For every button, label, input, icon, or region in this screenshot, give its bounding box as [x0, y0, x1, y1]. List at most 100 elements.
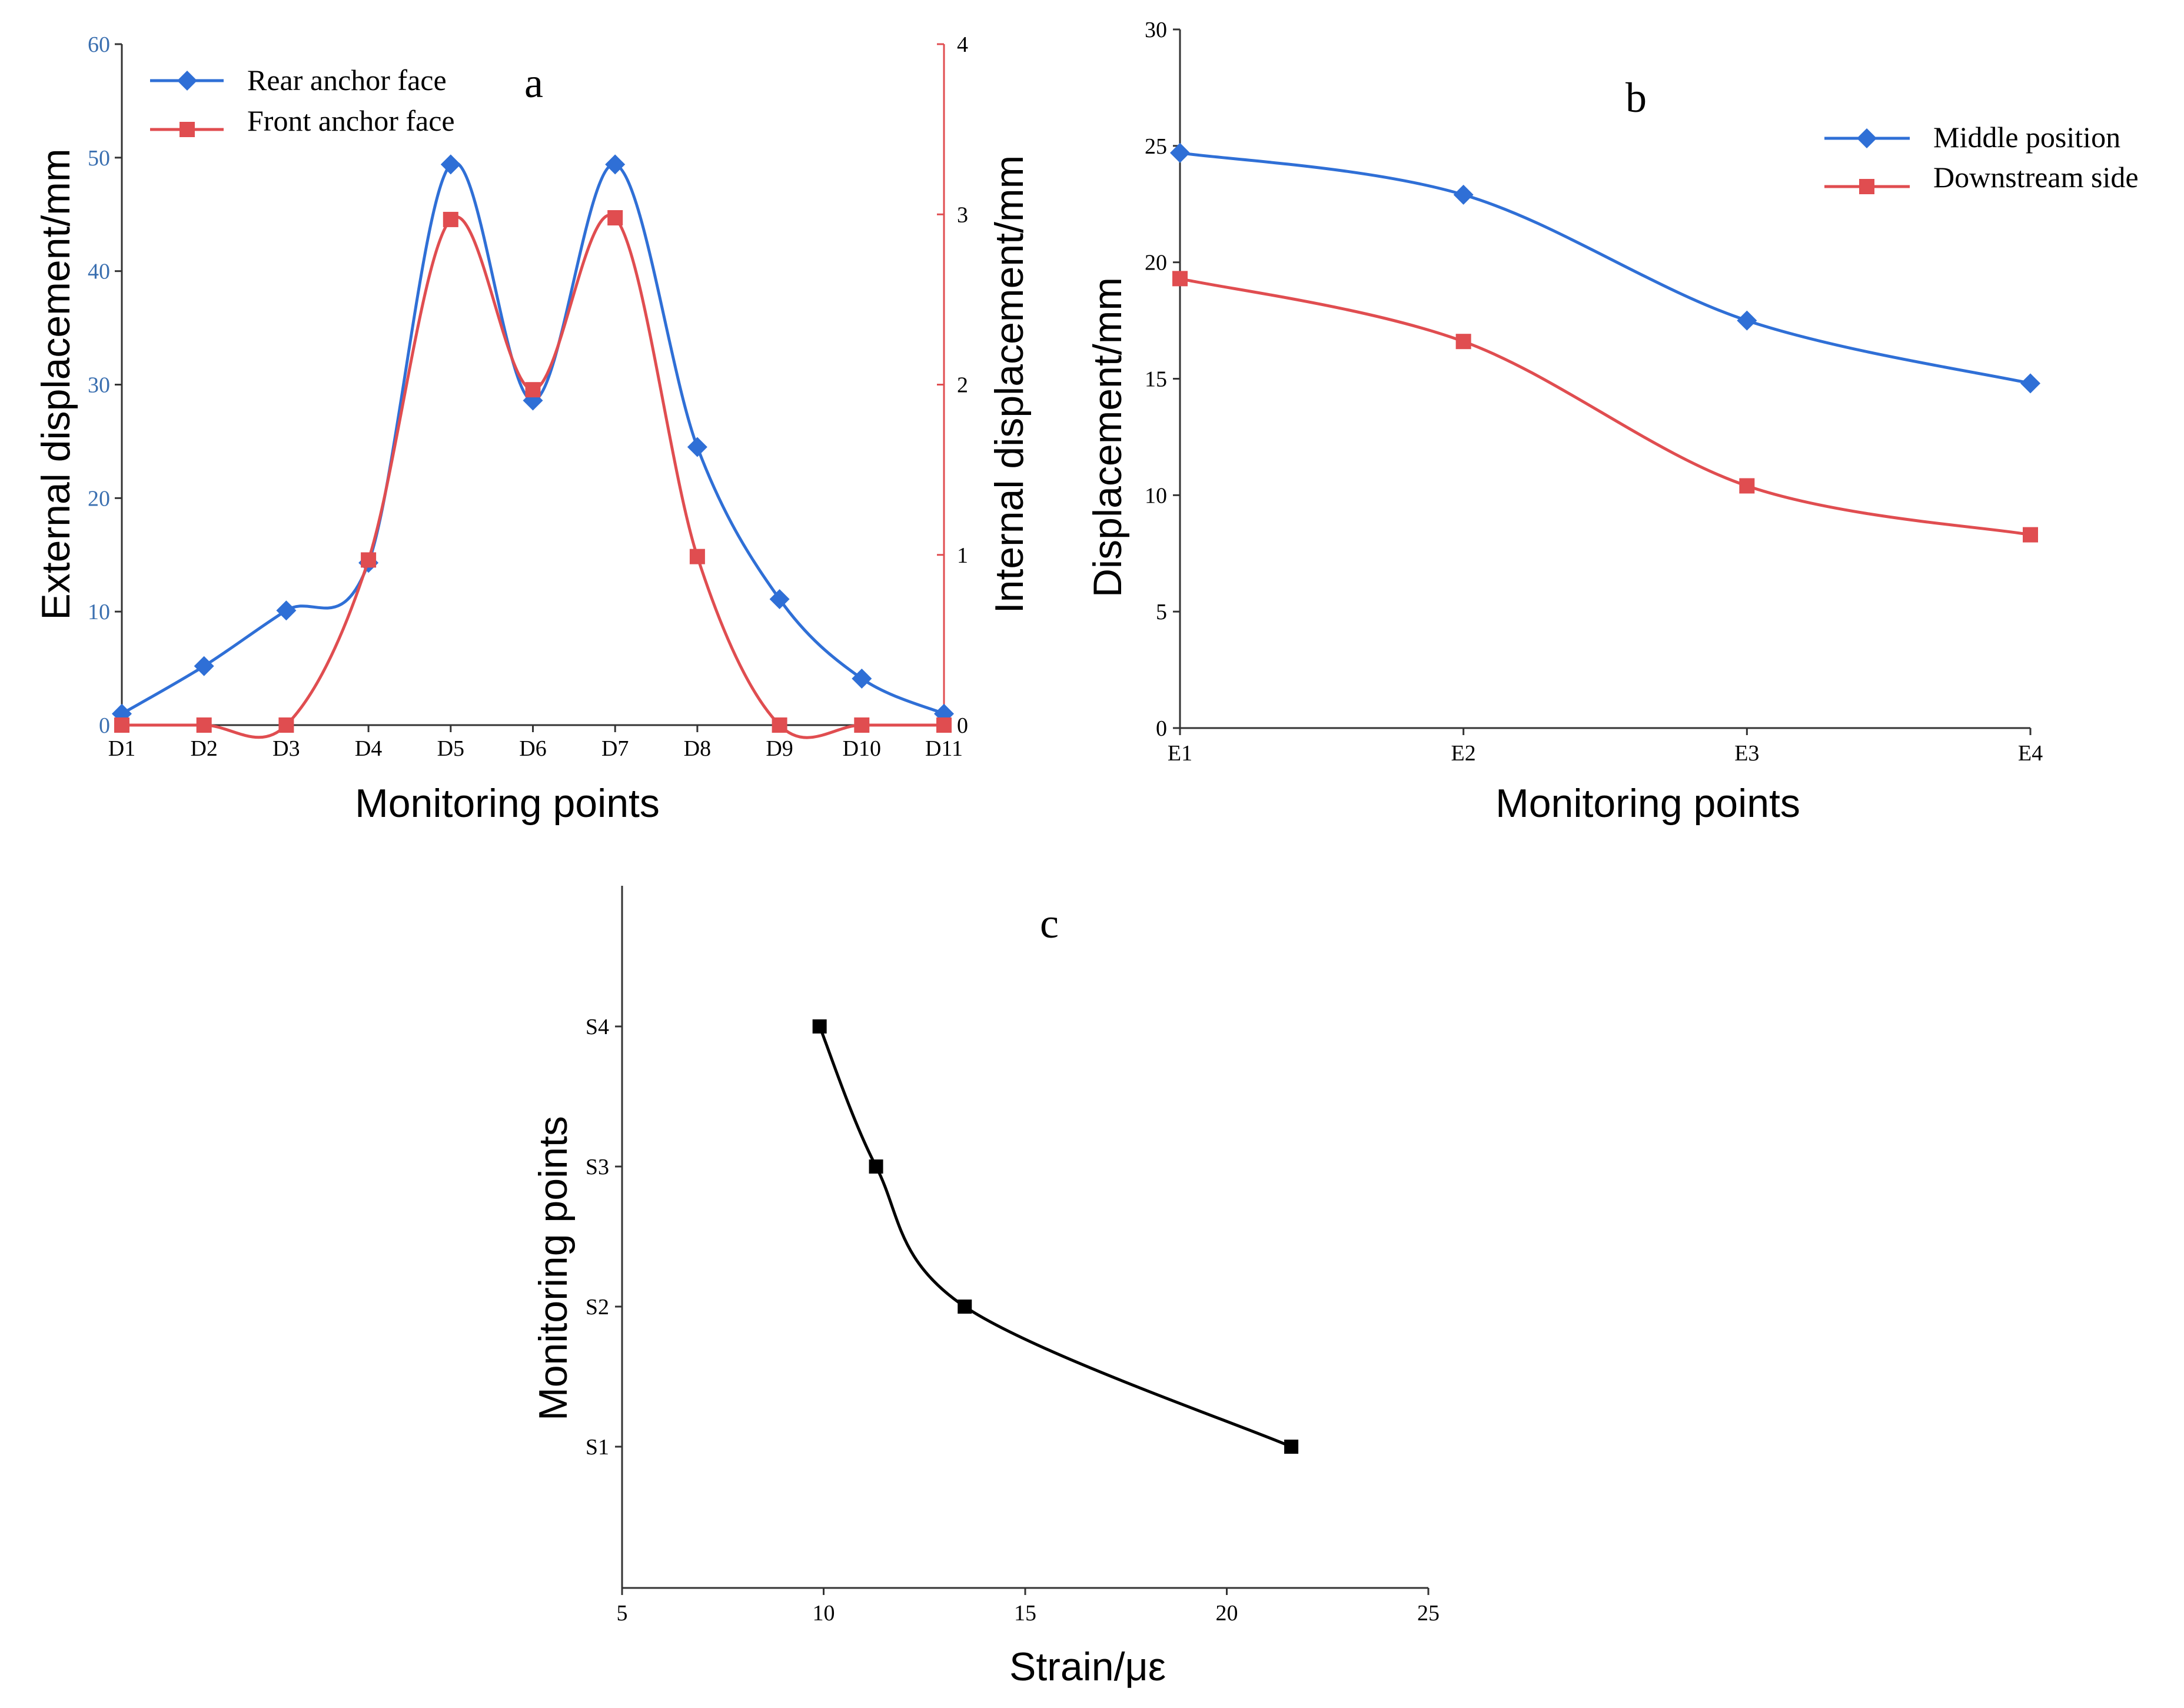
panel-a-point-front-anchor-face	[443, 211, 458, 227]
panel-a-ytick-label: 30	[88, 373, 110, 398]
panel-b-point-middle-position	[1737, 310, 1757, 331]
panel-b-point-downstream-side	[1455, 334, 1471, 350]
panel-b-chart: 0 5 10 15 20 25 30 E1 E2 E3 E4 Displacement/mm Mo…	[1085, 18, 2139, 826]
panel-b-point-middle-position	[1453, 184, 1474, 205]
panel-c-series-line	[818, 1026, 1292, 1448]
legend-item-downstream-side: Downstream side	[1824, 161, 2139, 194]
panel-a-xtick-label: D7	[601, 736, 629, 761]
panel-a-right-ticks: 0 1 2 3 4	[937, 32, 968, 738]
panel-a-xtick-label: D5	[437, 736, 464, 761]
panel-b-series-line-downstream-side	[1179, 277, 2031, 537]
panel-a-y2tick-label: 0	[957, 713, 968, 738]
panel-b-xtick-label: E3	[1734, 741, 1759, 766]
panel-a-y2label: Internal displacement/mm	[987, 155, 1032, 614]
panel-a-xtick-label: D4	[355, 736, 382, 761]
panel-b-point-downstream-side	[2023, 527, 2038, 543]
panel-b-ytick-label: 15	[1145, 367, 1167, 392]
panel-b-ytick-label: 30	[1145, 18, 1167, 42]
panel-b-ytick-label: 5	[1156, 600, 1167, 624]
panel-a-y2tick-label: 2	[957, 373, 968, 398]
panel-c-y-ticks: S1 S2 S3 S4	[586, 1015, 622, 1460]
panel-a-ylabel: External displacement/mm	[34, 148, 78, 620]
legend-marker-downstream-side	[1859, 179, 1874, 194]
panel-a-letter: a	[524, 59, 543, 107]
svg-text:Front anchor face: Front anchor face	[247, 104, 455, 137]
panel-a-point-front-anchor-face	[361, 552, 377, 568]
panel-c-xtick-label: 5	[617, 1601, 628, 1626]
panel-b-xtick-label: E2	[1451, 741, 1476, 766]
panel-b-xlabel: Monitoring points	[1495, 781, 1800, 826]
panel-a-ytick-label: 10	[88, 600, 110, 624]
legend-item-middle-position: Middle position	[1824, 121, 2120, 154]
panel-a-legend: Rear anchor face Front anchor face	[150, 64, 455, 137]
panel-b-series-line-middle-position	[1179, 151, 2031, 385]
panel-a-y2tick-label: 1	[957, 543, 968, 568]
legend-marker-rear-anchor-face	[177, 71, 197, 91]
panel-c-series	[812, 1019, 1299, 1454]
panel-a-xtick-label: D2	[190, 736, 217, 761]
panel-a-point-rear-anchor-face	[769, 589, 790, 609]
panel-a-xtick-label: D3	[272, 736, 300, 761]
svg-text:Downstream side: Downstream side	[1933, 161, 2139, 194]
panel-b-point-downstream-side	[1739, 478, 1755, 494]
panel-b-ytick-label: 20	[1145, 251, 1167, 275]
panel-a-y2tick-label: 4	[957, 32, 968, 57]
panel-c-ytick-label: S1	[586, 1435, 609, 1460]
panel-c-xtick-label: 15	[1014, 1601, 1036, 1626]
panel-a-xtick-label: D9	[766, 736, 793, 761]
panel-a-point-rear-anchor-face	[440, 154, 461, 175]
svg-text:Rear anchor face: Rear anchor face	[247, 64, 447, 97]
panel-c-point	[1284, 1440, 1299, 1454]
panel-a-point-front-anchor-face	[607, 210, 623, 226]
panel-b-ytick-label: 0	[1156, 716, 1167, 741]
panel-b-series	[1170, 142, 2040, 543]
panel-a-x-ticks: D1 D2 D3 D4 D5 D6 D7 D8 D9 D10 D11	[108, 725, 963, 761]
panel-b-ylabel: Displacement/mm	[1085, 277, 1130, 597]
panel-a-point-rear-anchor-face	[687, 437, 707, 457]
panel-c-letter: c	[1040, 900, 1059, 947]
panel-a-point-rear-anchor-face	[276, 600, 297, 621]
panel-a-point-front-anchor-face	[772, 717, 787, 733]
panel-a-point-rear-anchor-face	[605, 154, 626, 175]
panel-c-chart: 5 10 15 20 25 S1 S2 S3 S4 Monitoring points Str…	[531, 886, 1440, 1689]
panel-b-ytick-label: 25	[1145, 134, 1167, 159]
panel-a-point-front-anchor-face	[525, 382, 541, 398]
panel-a-left-ticks: 0 10 20 30 40 50 60	[88, 32, 122, 738]
panel-a-xtick-label: D6	[519, 736, 546, 761]
panel-a-xtick-label: D11	[925, 736, 963, 761]
panel-b-point-middle-position	[2020, 373, 2040, 394]
panel-b-point-downstream-side	[1172, 271, 1188, 287]
panel-b-xtick-label: E4	[2018, 741, 2043, 766]
panel-c-xtick-label: 25	[1417, 1601, 1440, 1626]
panel-c-xtick-label: 10	[813, 1601, 835, 1626]
panel-a-ytick-label: 40	[88, 260, 110, 284]
panel-a-point-front-anchor-face	[936, 717, 952, 733]
panel-b-point-middle-position	[1170, 142, 1190, 163]
panel-a-xlabel: Monitoring points	[355, 781, 660, 826]
panel-b-x-ticks: E1 E2 E3 E4	[1168, 728, 2043, 766]
panel-c-xtick-label: 20	[1216, 1601, 1238, 1626]
panel-a-xtick-label: D8	[684, 736, 711, 761]
panel-a-xtick-label: D10	[843, 736, 881, 761]
panel-a-point-front-anchor-face	[196, 717, 212, 733]
legend-item-rear-anchor-face: Rear anchor face	[150, 64, 447, 97]
panel-b-legend: Middle position Downstream side	[1824, 121, 2139, 194]
panel-c-ytick-label: S4	[586, 1015, 609, 1039]
panel-a-ytick-label: 50	[88, 146, 110, 171]
panel-a-ytick-label: 60	[88, 32, 110, 57]
legend-item-front-anchor-face: Front anchor face	[150, 104, 455, 137]
panel-a-point-rear-anchor-face	[852, 668, 872, 689]
panel-a-y2tick-label: 3	[957, 202, 968, 227]
panel-c-point	[958, 1300, 972, 1314]
panel-c-x-ticks: 5 10 15 20 25	[617, 1588, 1440, 1626]
legend-marker-middle-position	[1857, 128, 1877, 148]
panel-a-series	[112, 154, 954, 739]
panel-a-point-front-anchor-face	[278, 717, 294, 733]
panel-a-xtick-label: D1	[108, 736, 135, 761]
panel-c-xlabel: Strain/με	[1009, 1644, 1166, 1689]
svg-text:Middle position: Middle position	[1933, 121, 2120, 154]
panel-b-y-ticks: 0 5 10 15 20 25 30	[1145, 18, 1180, 741]
legend-marker-front-anchor-face	[179, 122, 195, 137]
